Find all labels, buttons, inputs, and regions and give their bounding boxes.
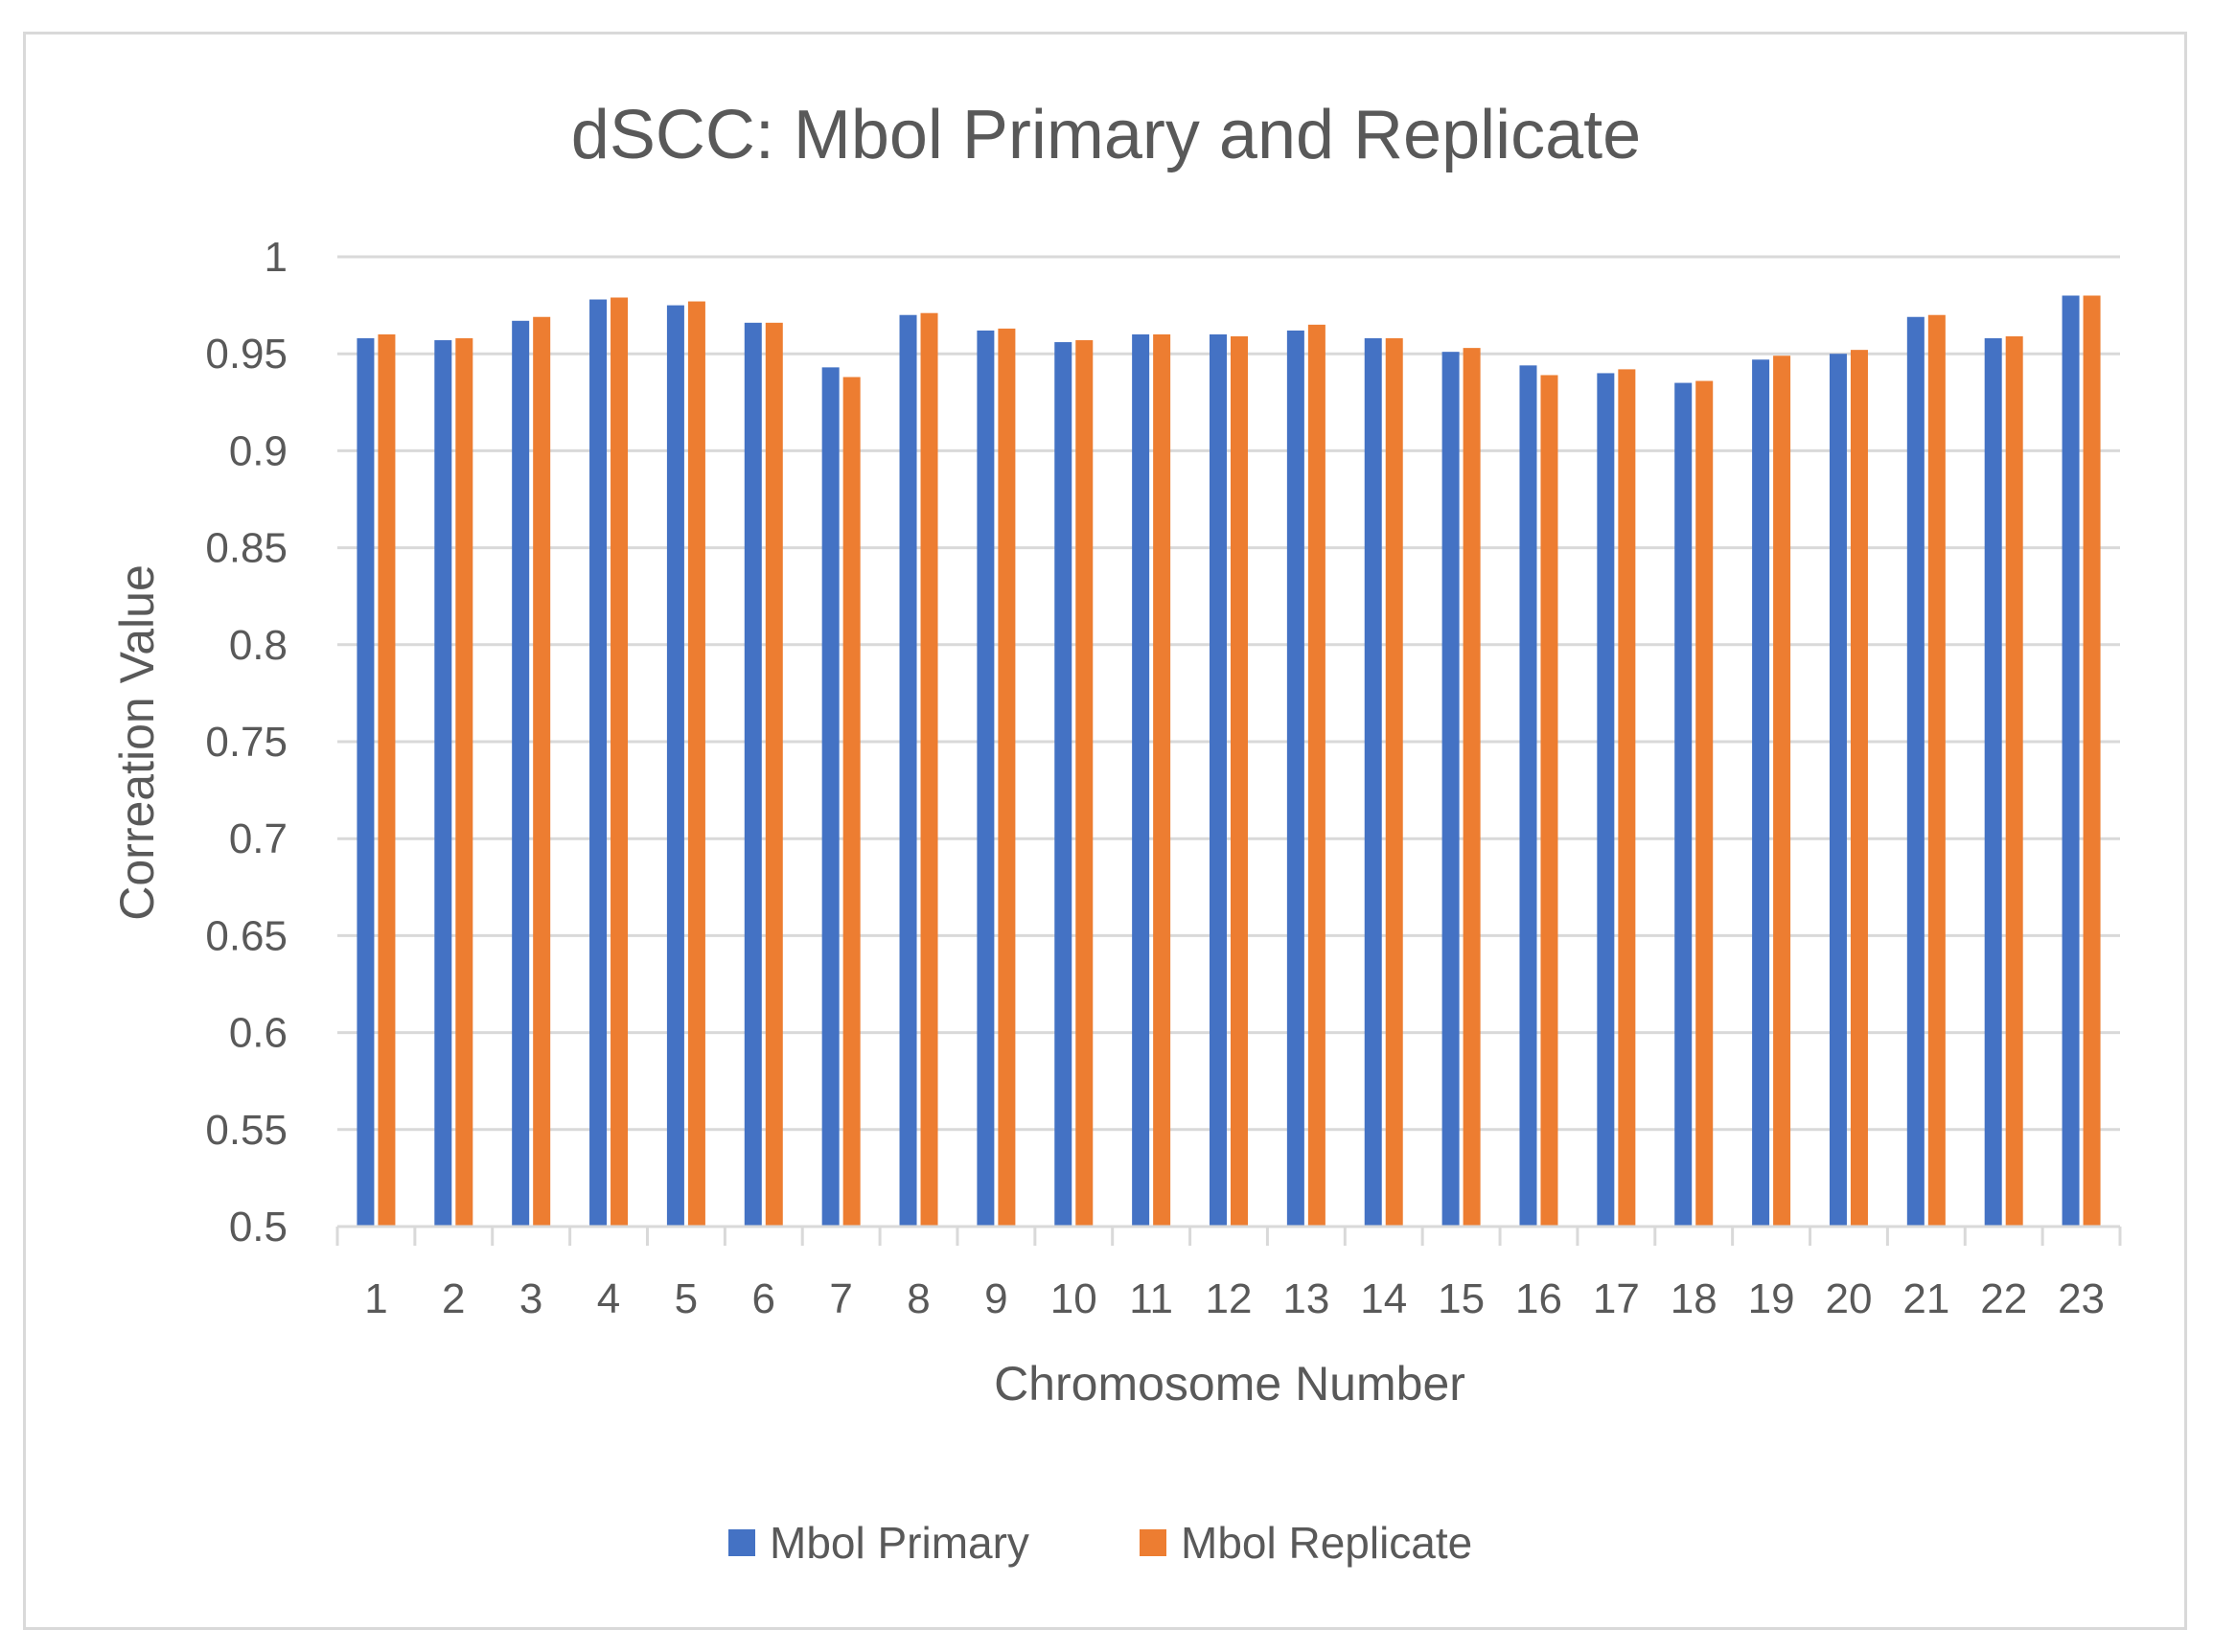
x-tick-label: 3 (519, 1275, 542, 1322)
y-tick-label: 0.8 (229, 622, 288, 669)
bar-mbol-replicate-3 (533, 316, 551, 1227)
bar-mbol-replicate-17 (1618, 369, 1636, 1228)
bar-mbol-primary-15 (1441, 352, 1460, 1227)
bar-mbol-primary-20 (1829, 354, 1847, 1227)
y-tick-label: 0.55 (205, 1107, 288, 1154)
bar-mbol-primary-13 (1286, 330, 1304, 1227)
bar-mbol-primary-7 (821, 367, 840, 1227)
bar-mbol-primary-10 (1054, 342, 1072, 1227)
x-tick-label: 4 (597, 1275, 620, 1322)
x-tick-label: 15 (1438, 1275, 1485, 1322)
x-tick-label: 5 (675, 1275, 698, 1322)
x-tick-label: 7 (829, 1275, 852, 1322)
bar-mbol-replicate-16 (1540, 375, 1558, 1227)
y-tick-label: 1 (265, 234, 288, 281)
x-tick-label: 19 (1748, 1275, 1795, 1322)
x-tick-label: 20 (1825, 1275, 1872, 1322)
y-tick-label: 0.5 (229, 1204, 288, 1250)
x-tick-label: 16 (1515, 1275, 1562, 1322)
bar-mbol-replicate-5 (687, 301, 705, 1227)
x-tick-label: 11 (1129, 1275, 1173, 1322)
legend-swatch (1140, 1529, 1166, 1556)
bar-mbol-replicate-18 (1695, 380, 1714, 1227)
x-tick-label: 17 (1593, 1275, 1640, 1322)
gridlines (337, 255, 2120, 1132)
bar-mbol-replicate-6 (765, 322, 783, 1227)
x-tick-label: 1 (364, 1275, 387, 1322)
x-tick-label: 12 (1206, 1275, 1253, 1322)
bar-mbol-primary-21 (1906, 316, 1925, 1227)
x-axis-ticks: 1 2 3 4 5 6 7 8 9 10 11 12 13 14 15 16 17 18 19 20 21 22 23 (335, 1227, 2122, 1322)
bar-mbol-primary-6 (744, 322, 762, 1227)
y-tick-label: 0.85 (205, 525, 288, 572)
legend: Mbol Primary Mbol Replicate (728, 1518, 1472, 1568)
y-tick-label: 0.75 (205, 719, 288, 766)
bar-mbol-replicate-10 (1075, 340, 1094, 1228)
bar-mbol-replicate-11 (1153, 333, 1171, 1228)
chart-title: dSCC: Mbol Primary and Replicate (571, 97, 1641, 173)
x-tick-label: 8 (907, 1275, 930, 1322)
y-tick-label: 0.65 (205, 912, 288, 959)
bar-mbol-replicate-1 (378, 333, 396, 1228)
bar-mbol-primary-2 (434, 340, 452, 1228)
bar-mbol-replicate-22 (2005, 335, 2023, 1227)
x-tick-label: 6 (752, 1275, 775, 1322)
x-tick-label: 13 (1282, 1275, 1329, 1322)
bar-mbol-primary-5 (666, 305, 684, 1228)
x-tick-label: 18 (1671, 1275, 1717, 1322)
y-tick-label: 0.6 (229, 1010, 288, 1057)
x-axis-title: Chromosome Number (994, 1357, 1465, 1411)
bar-mbol-primary-8 (899, 314, 917, 1228)
bar-mbol-primary-9 (977, 330, 995, 1227)
bar-mbol-primary-19 (1752, 359, 1770, 1228)
x-tick-label: 9 (984, 1275, 1007, 1322)
bar-mbol-primary-12 (1210, 333, 1227, 1228)
bar-mbol-replicate-23 (2083, 295, 2101, 1228)
bar-mbol-replicate-8 (920, 312, 938, 1227)
x-tick-label: 22 (1980, 1275, 2027, 1322)
bar-mbol-replicate-21 (1927, 314, 1946, 1228)
bar-mbol-primary-22 (1984, 338, 2002, 1227)
bar-mbol-replicate-12 (1231, 335, 1248, 1227)
y-tick-label: 0.9 (229, 427, 288, 474)
x-tick-label: 2 (442, 1275, 465, 1322)
y-tick-label: 0.7 (229, 815, 288, 862)
bar-mbol-primary-18 (1674, 382, 1693, 1227)
bar-mbol-replicate-13 (1307, 324, 1325, 1228)
bar-mbol-replicate-7 (842, 377, 861, 1227)
bar-mbol-primary-23 (2062, 295, 2080, 1228)
x-tick-label: 14 (1360, 1275, 1407, 1322)
y-axis-ticks: 0.5 0.55 0.6 0.65 0.7 0.75 0.8 0.85 0.9 0.95 1 (205, 234, 288, 1250)
bar-mbol-primary-11 (1132, 333, 1150, 1228)
bars (357, 295, 2101, 1228)
bar-mbol-primary-4 (589, 299, 608, 1227)
bar-mbol-replicate-14 (1385, 338, 1403, 1227)
bar-mbol-primary-16 (1519, 365, 1537, 1227)
x-tick-label: 10 (1050, 1275, 1097, 1322)
x-tick-label: 23 (2058, 1275, 2105, 1322)
y-tick-label: 0.95 (205, 331, 288, 378)
bar-mbol-replicate-20 (1850, 350, 1868, 1228)
y-axis-title: Correation Value (110, 564, 164, 921)
bar-mbol-replicate-15 (1463, 348, 1481, 1227)
bar-mbol-replicate-19 (1773, 356, 1791, 1227)
bar-mbol-primary-17 (1597, 373, 1615, 1227)
legend-swatch (728, 1529, 755, 1556)
bar-mbol-replicate-9 (998, 328, 1016, 1227)
bar-mbol-primary-3 (512, 320, 530, 1227)
legend-label: Mbol Replicate (1181, 1518, 1472, 1568)
bar-mbol-replicate-2 (455, 338, 473, 1227)
bar-mbol-primary-14 (1364, 338, 1382, 1227)
x-tick-label: 21 (1902, 1275, 1949, 1322)
bar-mbol-primary-1 (357, 338, 375, 1227)
bar-mbol-replicate-4 (611, 297, 629, 1227)
legend-label: Mbol Primary (770, 1518, 1029, 1568)
